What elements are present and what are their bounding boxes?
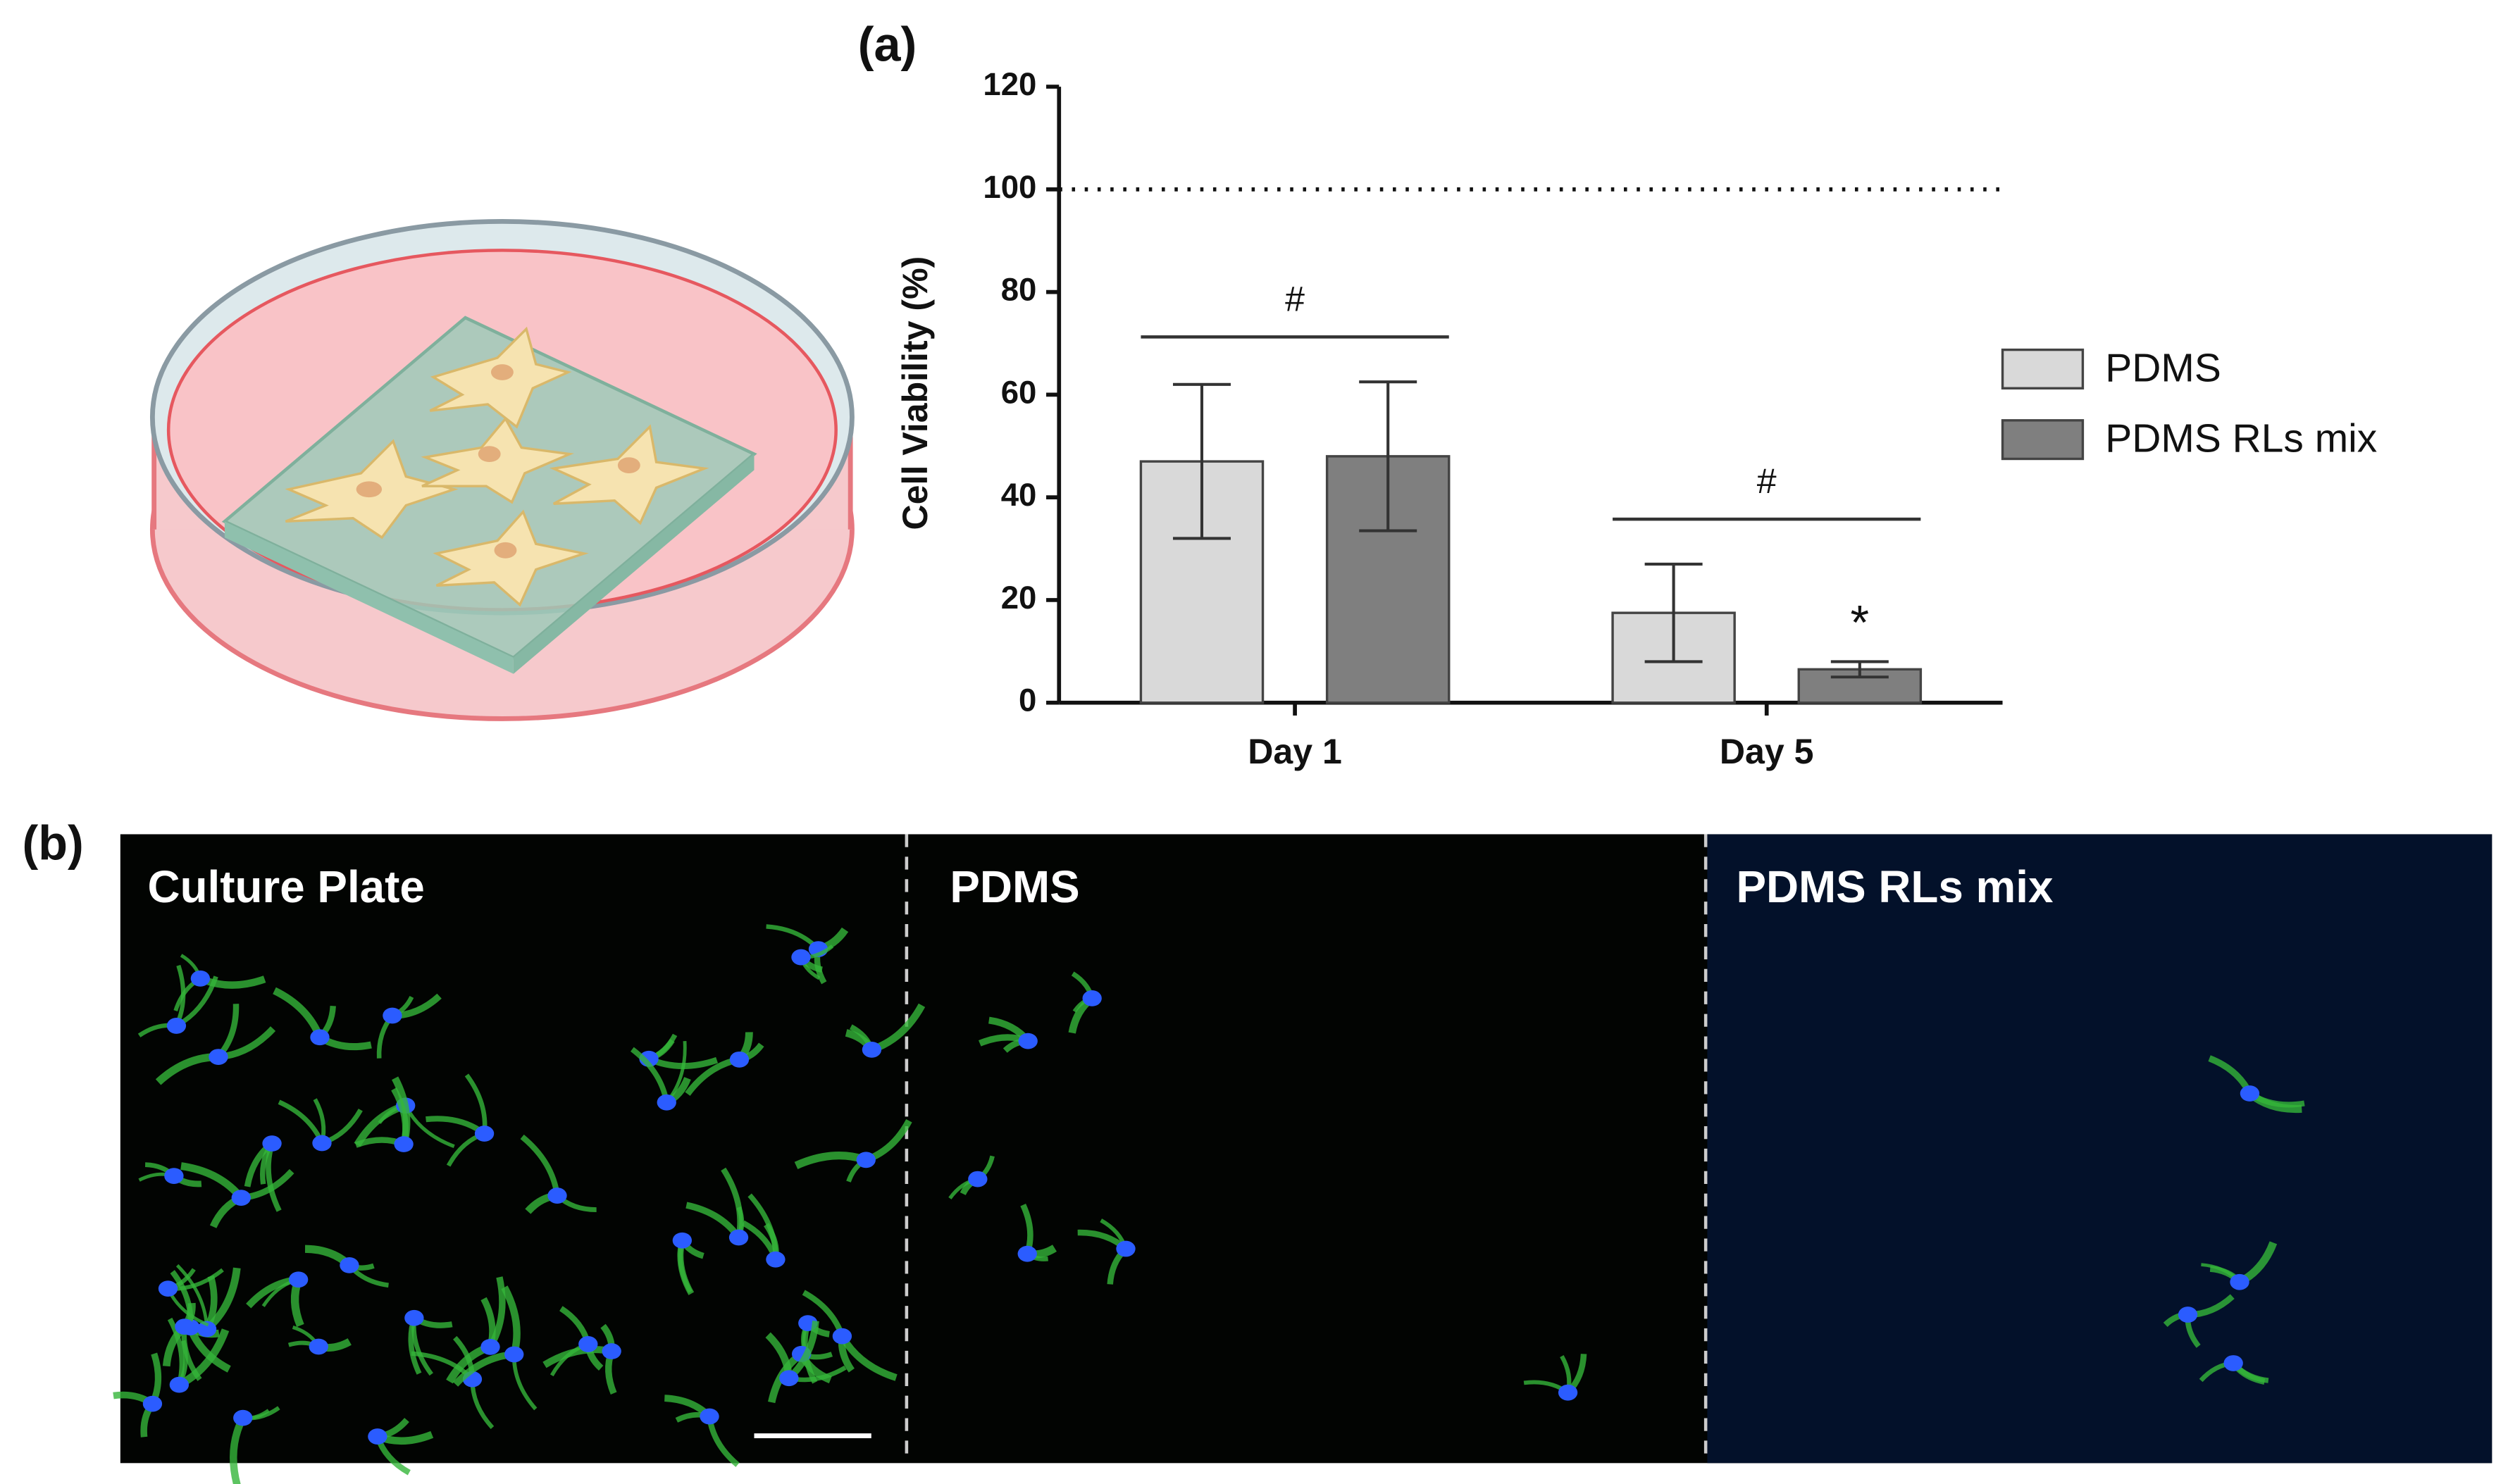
panel-label: (b) <box>23 817 84 871</box>
nucleus <box>779 1370 799 1387</box>
y-tick-label: 0 <box>1019 682 1036 718</box>
nucleus <box>1017 1245 1037 1262</box>
legend-swatch <box>2001 348 2085 389</box>
nucleus <box>197 1321 217 1338</box>
nucleus <box>340 1257 359 1273</box>
significance-marker: # <box>1757 461 1777 501</box>
nucleus <box>547 1187 567 1204</box>
nucleus <box>231 1190 251 1206</box>
legend-label: PDMS RLs mix <box>2105 416 2377 461</box>
nucleus <box>262 1135 282 1152</box>
nucleus <box>1116 1240 1136 1257</box>
nucleus <box>383 1007 402 1024</box>
image-title: Culture Plate <box>148 861 425 912</box>
nucleus-drawing <box>478 446 501 463</box>
nucleus <box>312 1135 332 1152</box>
nucleus <box>700 1408 719 1425</box>
nucleus <box>474 1126 495 1142</box>
significance-marker: * <box>1851 596 1870 649</box>
image-title: PDMS RLs mix <box>1736 861 2053 912</box>
nucleus <box>166 1018 187 1034</box>
panel-label: (a) <box>858 18 917 71</box>
nucleus <box>832 1328 852 1345</box>
x-tick-label: Day 1 <box>1248 732 1342 771</box>
nucleus <box>504 1346 524 1363</box>
nucleus-drawing <box>356 481 383 498</box>
nucleus <box>142 1395 163 1412</box>
nucleus <box>657 1094 676 1111</box>
nucleus <box>968 1171 988 1187</box>
micrograph-panel <box>113 834 2493 1484</box>
nucleus <box>288 1271 309 1288</box>
nucleus <box>1018 1033 1038 1049</box>
nucleus <box>175 1318 194 1335</box>
nucleus <box>309 1338 328 1355</box>
nucleus <box>1558 1384 1578 1401</box>
legend-swatch <box>2001 419 2085 461</box>
nucleus <box>729 1051 750 1068</box>
petri-dish-illustration <box>149 218 855 721</box>
nucleus <box>190 970 211 987</box>
nucleus-drawing <box>494 542 517 559</box>
cell-drawing <box>549 424 709 525</box>
nucleus <box>728 1229 749 1246</box>
nucleus <box>158 1280 178 1297</box>
nucleus <box>578 1336 598 1352</box>
nucleus <box>480 1338 500 1355</box>
y-tick-label: 20 <box>1001 580 1037 616</box>
nucleus <box>233 1409 253 1426</box>
nucleus-drawing <box>617 457 640 473</box>
nucleus <box>404 1309 424 1326</box>
y-axis-label: Cell Viability (%) <box>895 256 935 530</box>
nucleus-drawing <box>490 364 514 380</box>
nucleus <box>672 1232 693 1249</box>
y-tick-label: 100 <box>983 169 1036 205</box>
nucleus <box>209 1049 228 1065</box>
image-title: PDMS <box>950 861 1079 912</box>
nucleus <box>602 1343 621 1359</box>
micrograph-background <box>1707 834 2493 1464</box>
slide-edge <box>513 454 755 674</box>
nucleus <box>791 949 811 966</box>
nucleus <box>394 1136 414 1152</box>
nucleus <box>368 1428 387 1445</box>
nucleus <box>862 1041 882 1058</box>
significance-marker: # <box>1285 280 1305 319</box>
nucleus <box>2240 1085 2260 1102</box>
cell-drawing <box>433 509 589 607</box>
y-tick-label: 120 <box>983 66 1036 102</box>
nucleus <box>2178 1307 2198 1323</box>
x-tick-label: Day 5 <box>1720 732 1814 771</box>
y-tick-label: 60 <box>1001 374 1037 410</box>
nucleus <box>164 1168 184 1184</box>
y-tick-label: 40 <box>1001 477 1037 513</box>
nucleus <box>766 1251 786 1268</box>
slide-edge <box>224 521 514 674</box>
nucleus <box>169 1376 190 1393</box>
legend-label: PDMS <box>2105 345 2221 390</box>
nucleus <box>856 1152 876 1168</box>
nucleus <box>1082 990 1102 1006</box>
nucleus <box>2223 1355 2243 1371</box>
nucleus <box>310 1029 330 1046</box>
nucleus <box>2230 1273 2249 1290</box>
y-tick-label: 80 <box>1001 272 1037 308</box>
